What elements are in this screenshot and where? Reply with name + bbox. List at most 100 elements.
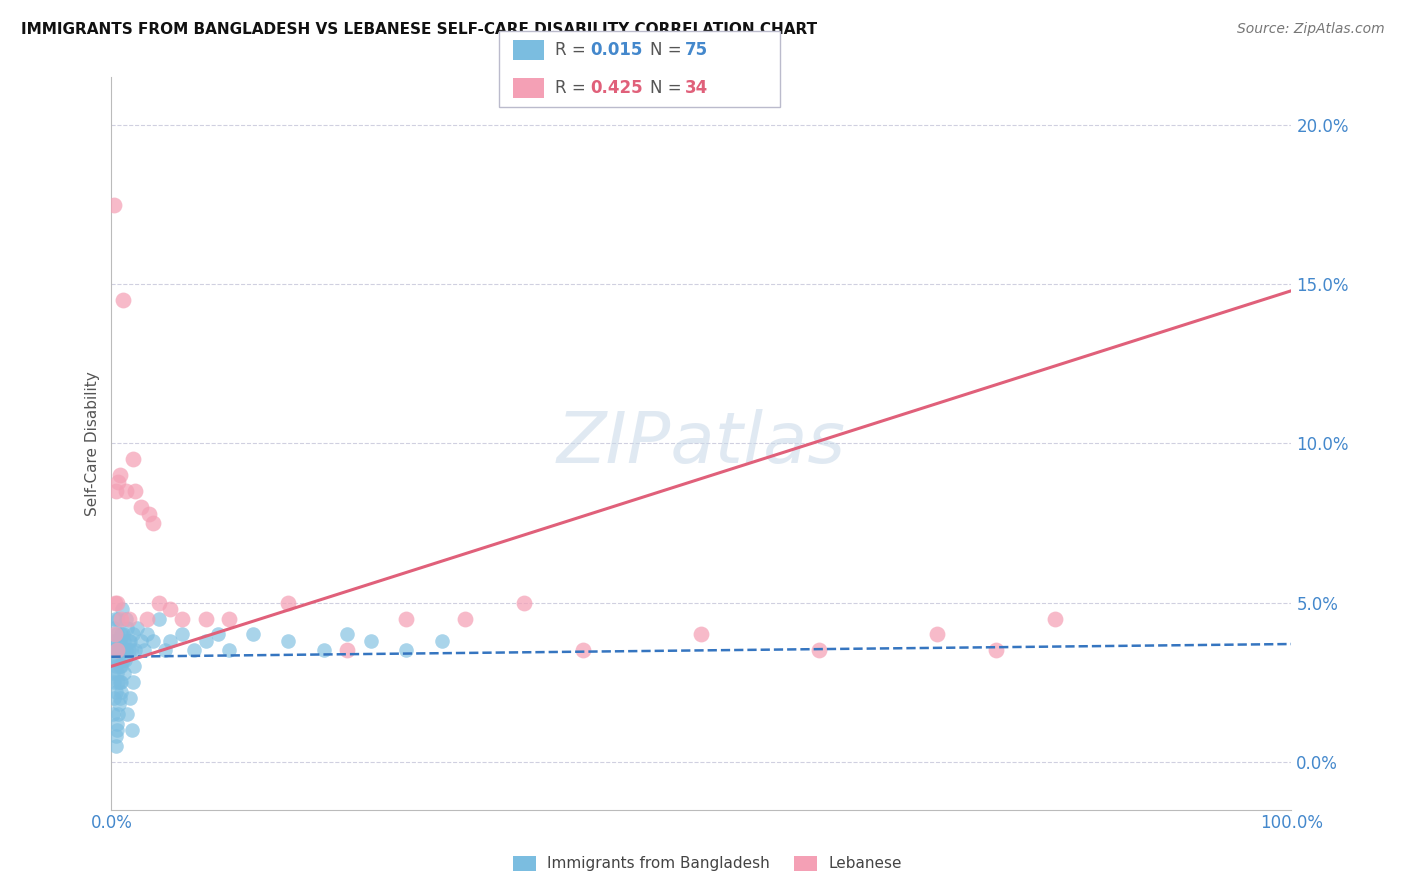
Point [360, 633, 382, 648]
Point [101, 707, 124, 722]
Point [118, 691, 141, 706]
Point [129, 500, 152, 515]
Point [105, 723, 128, 737]
Point [108, 691, 131, 706]
Point [104, 611, 127, 625]
Point [111, 643, 134, 657]
Point [395, 643, 418, 657]
Point [105, 484, 128, 499]
Point [207, 627, 229, 641]
Point [153, 643, 176, 657]
Point [194, 611, 217, 625]
Point [104, 643, 127, 657]
Point [111, 643, 134, 657]
Text: N =: N = [650, 41, 686, 59]
Point [312, 643, 335, 657]
Point [430, 633, 453, 648]
Point [105, 685, 128, 699]
Point [112, 653, 135, 667]
Point [124, 659, 146, 673]
Point [336, 643, 359, 657]
Point [395, 611, 418, 625]
Point [117, 707, 139, 722]
Text: Immigrants from Bangladesh: Immigrants from Bangladesh [547, 856, 769, 871]
Text: Lebanese: Lebanese [828, 856, 901, 871]
Point [112, 293, 135, 308]
Point [986, 643, 1008, 657]
Point [112, 633, 135, 648]
Point [112, 665, 135, 680]
Text: 75: 75 [685, 41, 707, 59]
Point [118, 611, 141, 625]
Point [454, 611, 477, 625]
Point [118, 643, 141, 657]
Point [115, 621, 138, 635]
Point [121, 627, 143, 641]
Point [105, 643, 128, 657]
Point [142, 516, 165, 530]
Point [1045, 611, 1067, 625]
Point [110, 659, 132, 673]
Point [172, 611, 194, 625]
Point [194, 633, 217, 648]
Point [104, 596, 127, 610]
Point [108, 675, 131, 690]
Point [110, 659, 132, 673]
Point [111, 602, 134, 616]
Point [134, 643, 156, 657]
Point [172, 627, 194, 641]
Point [127, 621, 149, 635]
Point [108, 468, 131, 483]
Point [105, 596, 128, 610]
Point [107, 611, 129, 625]
Point [110, 685, 132, 699]
Point [129, 633, 152, 648]
Point [107, 475, 129, 489]
Point [927, 627, 949, 641]
Point [103, 691, 125, 706]
Point [277, 633, 299, 648]
Text: IMMIGRANTS FROM BANGLADESH VS LEBANESE SELF-CARE DISABILITY CORRELATION CHART: IMMIGRANTS FROM BANGLADESH VS LEBANESE S… [21, 22, 817, 37]
Point [107, 707, 129, 722]
Point [112, 627, 135, 641]
Text: Source: ZipAtlas.com: Source: ZipAtlas.com [1237, 22, 1385, 37]
Point [104, 653, 127, 667]
Point [120, 643, 142, 657]
Point [105, 665, 128, 680]
Point [115, 611, 138, 625]
Point [808, 643, 831, 657]
Point [124, 484, 146, 499]
Point [121, 452, 143, 467]
Point [218, 643, 240, 657]
Point [107, 653, 129, 667]
Text: ZIPatlas: ZIPatlas [557, 409, 846, 478]
Point [104, 659, 127, 673]
Point [148, 611, 170, 625]
Text: 34: 34 [685, 79, 709, 97]
Point [110, 627, 132, 641]
Point [103, 621, 125, 635]
Point [277, 596, 299, 610]
Point [159, 602, 181, 616]
Point [103, 675, 125, 690]
Point [121, 723, 143, 737]
Point [120, 633, 142, 648]
Point [105, 716, 128, 731]
Point [101, 665, 124, 680]
Point [117, 633, 139, 648]
Point [138, 507, 160, 521]
Point [108, 633, 131, 648]
Point [124, 643, 146, 657]
Point [148, 596, 170, 610]
Text: 0.015: 0.015 [591, 41, 643, 59]
Point [513, 596, 536, 610]
Point [103, 198, 125, 212]
Point [110, 675, 132, 690]
Point [159, 633, 181, 648]
Point [122, 675, 145, 690]
Point [183, 643, 205, 657]
Point [114, 484, 136, 499]
Point [110, 611, 132, 625]
Point [142, 633, 165, 648]
Point [105, 643, 128, 657]
